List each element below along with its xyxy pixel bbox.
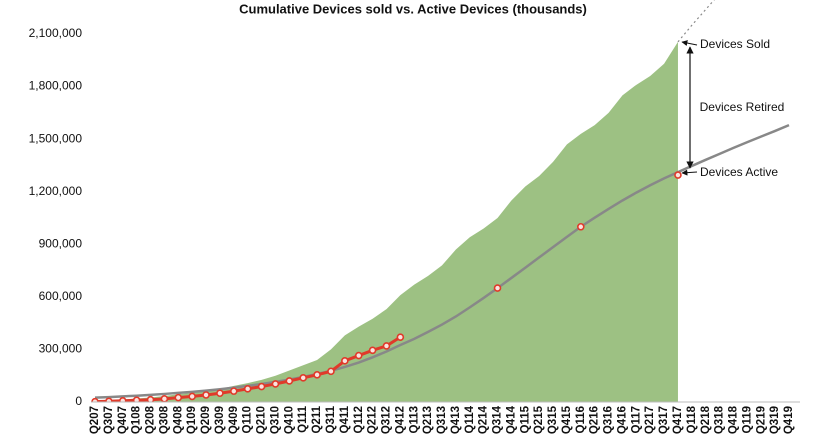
x-tick-label: Q318 [714, 405, 726, 434]
x-tick-label: Q408 [172, 405, 184, 434]
active-point [674, 171, 682, 179]
x-tick-label: Q210 [256, 406, 268, 434]
projection-line [677, 0, 715, 43]
x-tick-label: Q208 [145, 405, 157, 434]
x-tick-label: Q207 [89, 406, 101, 434]
x-tick-label: Q419 [783, 406, 795, 434]
active-pointer [681, 169, 698, 176]
x-tick-label: Q212 [367, 406, 379, 434]
x-tick-label: Q316 [603, 406, 615, 434]
x-tick-label: Q108 [131, 405, 143, 434]
x-tick-label: Q116 [575, 406, 587, 434]
active-point [271, 380, 280, 388]
x-tick-label: Q113 [408, 406, 420, 434]
active-point [576, 222, 585, 231]
active-point [230, 387, 238, 395]
active-point [174, 393, 183, 402]
x-tick-label: Q216 [589, 406, 601, 434]
x-tick-label: Q416 [616, 406, 628, 434]
active-point [118, 396, 127, 402]
x-tick-label: Q118 [686, 405, 698, 433]
sold-area [95, 41, 678, 402]
sold-pointer [681, 40, 698, 47]
active-point [160, 395, 169, 402]
y-tick-label: 1,200,000 [29, 184, 83, 198]
active-point [188, 392, 196, 401]
active-point [132, 396, 141, 402]
active-point [327, 367, 335, 376]
active-point [243, 385, 252, 393]
active-point [202, 391, 210, 399]
x-tick-label: Q211 [311, 405, 323, 433]
x-tick-label: Q215 [533, 405, 545, 434]
x-tick-label: Q209 [200, 406, 212, 434]
active-point [285, 377, 294, 385]
x-tick-label: Q309 [214, 406, 226, 434]
annotation: Devices Active [700, 165, 778, 179]
x-tick-label: Q115 [519, 405, 531, 433]
x-tick-label: Q218 [700, 405, 712, 434]
x-tick-label: Q112 [353, 406, 365, 434]
x-tick-label: Q119 [741, 406, 753, 434]
x-tick-label: Q308 [158, 405, 170, 434]
active-point [105, 397, 113, 402]
x-tick-label: Q410 [283, 406, 295, 434]
x-tick-label: Q407 [117, 406, 129, 434]
x-tick-label: Q307 [103, 406, 115, 434]
x-tick-label: Q313 [436, 406, 448, 434]
active-point [313, 371, 321, 379]
annotation: Devices Retired [700, 100, 785, 114]
x-tick-label: Q409 [228, 406, 240, 434]
x-tick-label: Q219 [755, 406, 767, 434]
y-tick-label: 1,500,000 [29, 131, 83, 145]
fit-line [94, 123, 790, 399]
x-tick-label: Q109 [186, 406, 198, 434]
x-tick-label: Q412 [394, 406, 406, 434]
active-point [341, 357, 349, 365]
active-point [354, 351, 363, 360]
y-tick-label: 0 [75, 394, 82, 408]
active-point [216, 389, 224, 398]
x-tick-label: Q317 [658, 406, 670, 434]
active-point [382, 342, 391, 350]
x-tick-label: Q310 [269, 406, 281, 434]
x-tick-label: Q411 [339, 405, 351, 433]
active-point [396, 333, 405, 341]
active-point [299, 374, 308, 382]
x-tick-label: Q417 [672, 406, 684, 434]
x-tick-label: Q319 [769, 406, 781, 434]
active-point [493, 284, 502, 292]
x-tick-label: Q414 [505, 405, 517, 434]
x-tick-label: Q413 [450, 406, 462, 434]
y-tick-label: 900,000 [39, 236, 83, 250]
annotation: Devices Sold [700, 37, 770, 51]
x-tick-label: Q117 [630, 406, 642, 434]
y-tick-label: 2,100,000 [29, 26, 83, 40]
x-tick-label: Q315 [547, 405, 559, 434]
active-point [368, 346, 377, 355]
x-tick-label: Q311 [325, 405, 337, 433]
x-tick-label: Q418 [728, 405, 740, 434]
y-tick-label: 300,000 [39, 342, 83, 356]
chart-title: Cumulative Devices sold vs. Active Devic… [239, 1, 587, 16]
x-tick-label: Q312 [381, 406, 393, 434]
x-tick-label: Q314 [492, 405, 504, 434]
x-tick-label: Q415 [561, 405, 573, 434]
x-tick-label: Q213 [422, 406, 434, 434]
x-tick-label: Q214 [478, 405, 490, 434]
x-tick-label: Q114 [464, 405, 476, 433]
y-tick-label: 1,800,000 [29, 79, 83, 93]
y-tick-label: 600,000 [39, 289, 83, 303]
x-tick-label: Q217 [644, 406, 656, 434]
active-point [146, 395, 155, 402]
x-tick-label: Q110 [242, 406, 254, 434]
plot [91, 0, 790, 402]
active-point [257, 382, 266, 391]
x-tick-label: Q111 [297, 405, 309, 432]
